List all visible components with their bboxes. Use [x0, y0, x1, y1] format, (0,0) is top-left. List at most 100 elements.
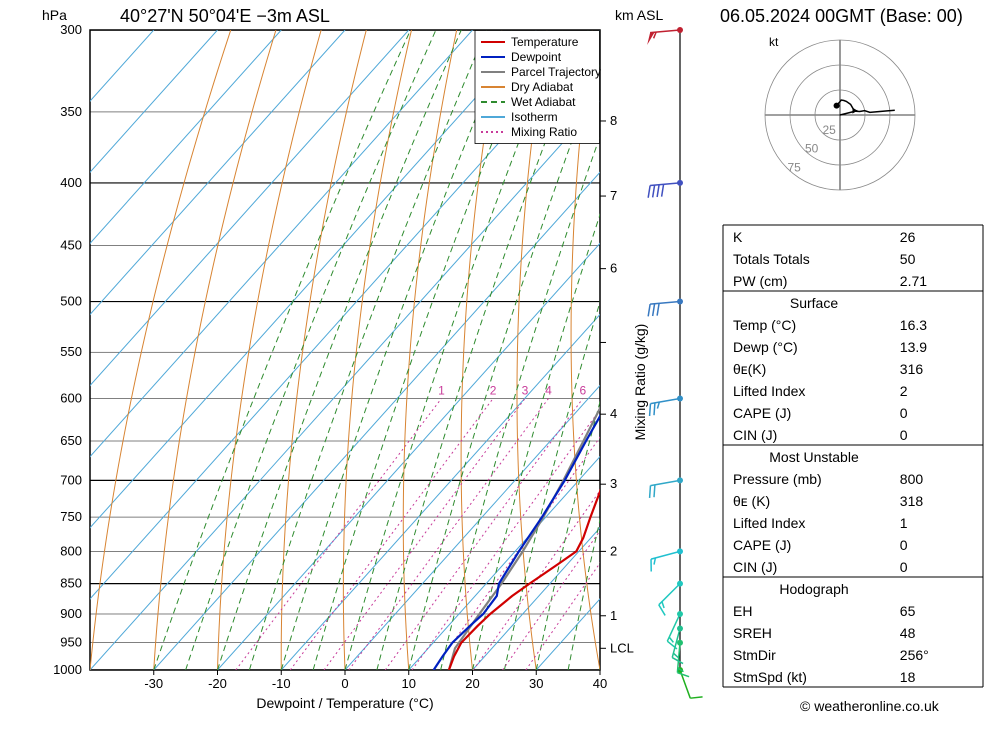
- ytick: 750: [60, 509, 82, 524]
- indices-table: K26Totals Totals50PW (cm)2.71SurfaceTemp…: [723, 225, 983, 687]
- ytick: 850: [60, 576, 82, 591]
- table-header: Most Unstable: [769, 449, 859, 465]
- ytick: 950: [60, 635, 82, 650]
- table-val: 318: [900, 493, 924, 509]
- table-key: Lifted Index: [733, 515, 805, 531]
- table-key: Totals Totals: [733, 251, 810, 267]
- table-key: CIN (J): [733, 559, 777, 575]
- wind-barb: [677, 667, 703, 698]
- table-val: 316: [900, 361, 924, 377]
- hodo-ring-label: 75: [788, 160, 802, 174]
- wind-barb: [659, 581, 683, 616]
- legend-label: Dewpoint: [511, 50, 562, 64]
- table-val: 13.9: [900, 339, 927, 355]
- ytick: 400: [60, 175, 82, 190]
- table-val: 2.71: [900, 273, 927, 289]
- xtick: 0: [341, 676, 348, 691]
- table-key: Temp (°C): [733, 317, 796, 333]
- wind-barb: [648, 180, 683, 198]
- table-val: 2: [900, 383, 908, 399]
- hodo-ring-label: 25: [823, 123, 837, 137]
- wind-barb: [648, 299, 683, 317]
- table-key: SREH: [733, 625, 772, 641]
- table-val: 256°: [900, 647, 929, 663]
- table-key: StmDir: [733, 647, 776, 663]
- legend-label: Isotherm: [511, 110, 558, 124]
- skewt-figure: 1234630035040045050055060065070075080085…: [0, 0, 1000, 733]
- ytick: 800: [60, 543, 82, 558]
- x-label: Dewpoint / Temperature (°C): [256, 695, 433, 711]
- table-key: Lifted Index: [733, 383, 805, 399]
- legend-label: Wet Adiabat: [511, 95, 576, 109]
- table-key: θᴇ (K): [733, 493, 770, 509]
- table-key: Dewp (°C): [733, 339, 798, 355]
- table-key: PW (cm): [733, 273, 787, 289]
- mixratio-label: 1: [438, 383, 445, 397]
- ytick: 350: [60, 104, 82, 119]
- table-key: K: [733, 229, 743, 245]
- ytick: 650: [60, 433, 82, 448]
- table-val: 800: [900, 471, 924, 487]
- ytick: 900: [60, 606, 82, 621]
- table-val: 48: [900, 625, 916, 641]
- legend-label: Dry Adiabat: [511, 80, 574, 94]
- copyright: © weatheronline.co.uk: [800, 698, 940, 714]
- km-label: km ASL: [615, 7, 663, 23]
- alt-tick: 3: [610, 476, 617, 491]
- mixratio-label: 4: [545, 383, 552, 397]
- table-val: 1: [900, 515, 908, 531]
- table-header: Surface: [790, 295, 838, 311]
- mixratio-label: 2: [490, 383, 497, 397]
- table-header: Hodograph: [779, 581, 848, 597]
- hodo-ring-label: 50: [805, 142, 819, 156]
- ytick: 1000: [53, 662, 82, 677]
- mixratio-label: 3: [522, 383, 529, 397]
- legend-label: Temperature: [511, 35, 579, 49]
- xtick: 10: [402, 676, 416, 691]
- ytick: 450: [60, 238, 82, 253]
- table-val: 16.3: [900, 317, 927, 333]
- ytick: 700: [60, 472, 82, 487]
- alt-tick: 8: [610, 113, 617, 128]
- table-val: 0: [900, 405, 908, 421]
- table-key: Pressure (mb): [733, 471, 822, 487]
- table-val: 0: [900, 427, 908, 443]
- ytick: 500: [60, 294, 82, 309]
- ytick: 550: [60, 344, 82, 359]
- mixratio-axis-label: Mixing Ratio (g/kg): [632, 324, 648, 441]
- table-key: StmSpd (kt): [733, 669, 807, 685]
- table-val: 0: [900, 559, 908, 575]
- table-key: CIN (J): [733, 427, 777, 443]
- alt-tick: 6: [610, 261, 617, 276]
- table-val: 18: [900, 669, 916, 685]
- wind-barb: [647, 27, 683, 45]
- hodo-unit: kt: [769, 35, 779, 49]
- location-title: 40°27'N 50°04'E −3m ASL: [120, 6, 330, 26]
- xtick: 30: [529, 676, 543, 691]
- xtick: 20: [465, 676, 479, 691]
- legend: TemperatureDewpointParcel TrajectoryDry …: [475, 31, 601, 144]
- alt-tick: 4: [610, 406, 617, 421]
- hodo-trace: [837, 100, 895, 112]
- xtick: -10: [272, 676, 291, 691]
- wind-barb: [650, 477, 683, 498]
- table-key: θᴇ(K): [733, 361, 766, 377]
- lcl-label: LCL: [610, 640, 634, 655]
- wind-barb: [650, 395, 683, 416]
- alt-tick: 2: [610, 543, 617, 558]
- table-key: EH: [733, 603, 752, 619]
- alt-tick: 1: [610, 608, 617, 623]
- table-val: 65: [900, 603, 916, 619]
- datetime-title: 06.05.2024 00GMT (Base: 00): [720, 6, 963, 26]
- ytick: 300: [60, 22, 82, 37]
- table-key: CAPE (J): [733, 537, 791, 553]
- mixratio-label: 6: [579, 383, 586, 397]
- table-key: CAPE (J): [733, 405, 791, 421]
- xtick: -20: [208, 676, 227, 691]
- y-label-hpa: hPa: [42, 7, 67, 23]
- xtick: 40: [593, 676, 607, 691]
- xtick: -30: [144, 676, 163, 691]
- table-val: 50: [900, 251, 916, 267]
- ytick: 600: [60, 390, 82, 405]
- table-val: 0: [900, 537, 908, 553]
